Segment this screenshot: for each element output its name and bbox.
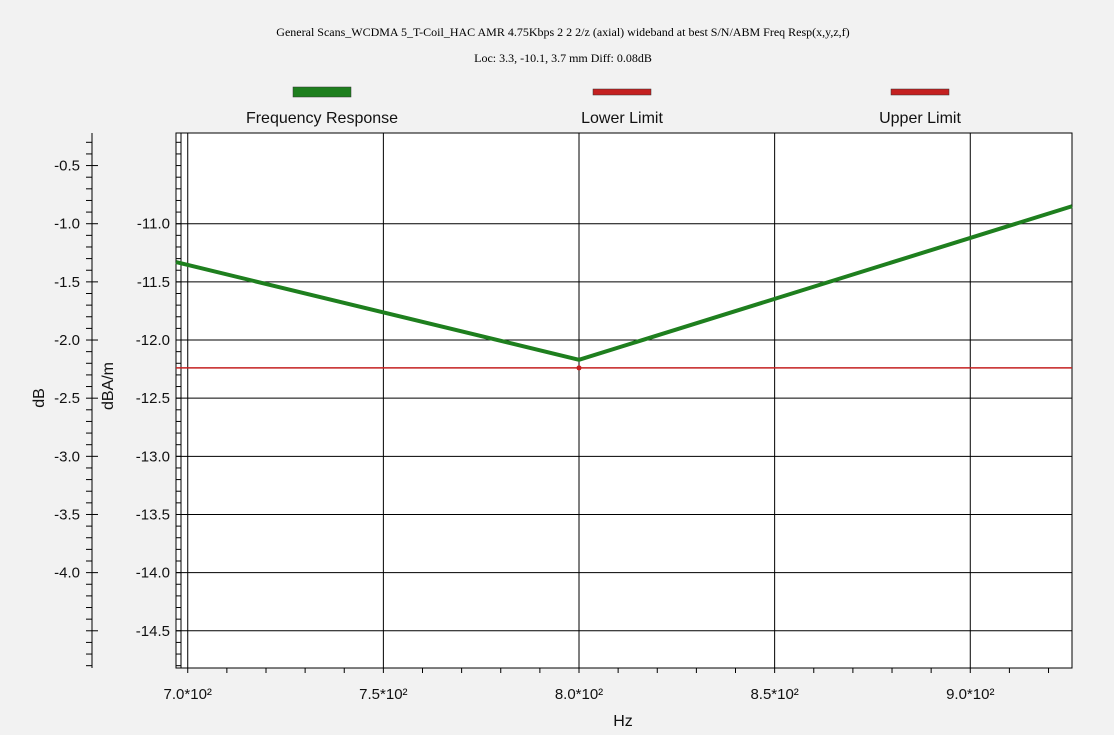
y-tick-label-outer: -2.5 [54,390,80,407]
legend-swatch-upper-limit [890,88,950,96]
y-tick-label-inner: -11.5 [137,274,170,291]
plot-area [176,133,1072,668]
y-tick-label-inner: -14.5 [136,623,170,640]
legend-label-frequency-response: Frequency Response [246,110,398,127]
y-tick-label-outer: -3.0 [54,448,80,465]
y-tick-label-outer: -1.0 [54,216,80,233]
x-axis-label: Hz [613,713,633,730]
legend-label-lower-limit: Lower Limit [581,110,663,127]
grid [176,133,1072,668]
chart-subtitle: Loc: 3.3, -10.1, 3.7 mm Diff: 0.08dB [474,51,652,65]
y-tick-label-inner: -12.5 [136,390,170,407]
x-tick-label: 9.0*10² [946,686,994,703]
x-tick-label: 7.0*10² [164,686,212,703]
axes [86,132,1073,673]
legend-label-upper-limit: Upper Limit [879,110,961,127]
y-tick-label-outer: -2.0 [54,332,80,349]
tick-labels: 7.0*10² 7.5*10² 8.0*10² 8.5*10² 9.0*10² -11.0… [54,158,994,703]
x-tick-label: 8.5*10² [750,686,798,703]
legend: Frequency Response Lower Limit Upper Limit [246,86,961,127]
x-tick-label: 8.0*10² [555,686,603,703]
y-tick-label-outer: -0.5 [54,158,80,175]
y-tick-label-inner: -14.0 [136,565,170,582]
plot-border [175,132,1073,669]
y-tick-label-outer: -3.5 [54,506,80,523]
y-axis-label-inner: dBA/m [100,362,117,410]
series-layer [175,204,1073,371]
x-tick-label: 7.5*10² [359,686,407,703]
legend-swatch-frequency-response [292,86,352,98]
y-tick-label-inner: -13.0 [136,448,170,465]
legend-swatch-lower-limit [592,88,652,96]
y-tick-label-outer: -1.5 [54,274,80,291]
y-tick-label-outer: -4.0 [54,565,80,582]
y-tick-label-inner: -13.5 [136,506,170,523]
y-axis-label-outer: dB [31,388,48,408]
y-tick-label-inner: -11.0 [137,216,170,233]
lower-limit-marker [576,365,582,371]
chart-title: General Scans_WCDMA 5_T-Coil_HAC AMR 4.7… [276,25,849,39]
y-tick-label-inner: -12.0 [136,332,170,349]
frequency-response-line [175,204,1073,362]
